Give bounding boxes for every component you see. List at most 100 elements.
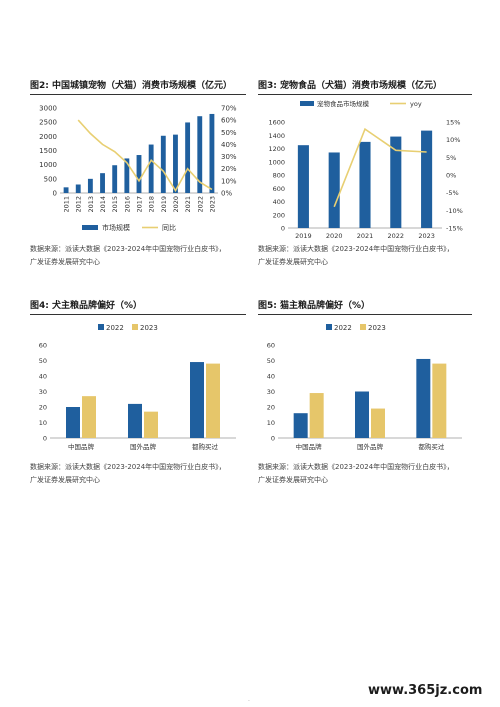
y2-tick-label: 0% [446, 172, 456, 180]
figure-3-panel: 图3: 宠物食品（犬猫）消费市场规模（亿元） 0 200 400 600 800 1000… [258, 78, 472, 268]
y-tick-label: 1200 [268, 145, 285, 153]
legend-bar-label: 市场规模 [102, 223, 130, 232]
y-tick-label: 20 [39, 404, 47, 412]
figure-5-source: 数据来源：派读大数据《2023-2024年中国宠物行业白皮书》， 广发证券发展研… [258, 461, 454, 487]
y2-tick-label: 50% [221, 129, 237, 137]
y-tick-label: 400 [273, 198, 285, 206]
page-dot: · [248, 698, 250, 705]
figure-5-title: 图5: 猫主粮品牌偏好（%） [258, 301, 371, 311]
y-tick-label: 30 [267, 388, 275, 396]
bar-food-market-size [328, 152, 340, 228]
bar-market-size [87, 178, 93, 193]
figure-3-chart: 0 200 400 600 800 1000 1200 1400 1600 -15% -10% -5%… [268, 99, 463, 240]
y2-tick-label: -15% [446, 225, 463, 233]
y-tick-label: 200 [273, 211, 285, 219]
y2-tick-label: 40% [221, 141, 237, 149]
y-tick-label: 2000 [39, 133, 57, 141]
line-yoy [333, 127, 427, 208]
figure-2-title: 图2: 中国城镇宠物（犬猫）消费市场规模（亿元） [30, 81, 232, 91]
legend-swatch-2022 [326, 324, 332, 330]
bar-food-market-size [421, 130, 433, 228]
legend-label-2023: 2023 [368, 324, 386, 332]
figure-3-title: 图3: 宠物食品（犬猫）消费市场规模（亿元） [258, 81, 442, 91]
bar-2023 [309, 393, 324, 438]
bar-2022 [293, 413, 308, 438]
y-tick-label: 0 [53, 190, 57, 198]
y2-tick-label: 20% [221, 165, 237, 173]
y-tick-label: 20 [267, 404, 275, 412]
line-yoy-growth [77, 119, 213, 193]
y-tick-label: 0 [43, 435, 47, 443]
site-watermark: www.365jz.com [368, 683, 483, 698]
x-tick-label: 2021 [357, 232, 374, 240]
x-tick-label: 2015 [111, 196, 119, 213]
x-tick-label: 2014 [99, 196, 107, 213]
y2-tick-label: 70% [221, 105, 237, 113]
y2-tick-label: 0% [221, 190, 232, 198]
legend-line-label: 同比 [162, 223, 176, 232]
bar-market-size [136, 155, 142, 193]
figure-4-title: 图4: 犬主粮品牌偏好（%） [30, 301, 143, 311]
y-tick-label: 10 [267, 419, 275, 427]
x-tick-label: 2022 [196, 196, 204, 213]
figure-2-chart: 0 500 1000 1500 2000 2500 3000 0% 10% 20% 30% 40% 50… [39, 105, 237, 233]
bar-market-size [185, 122, 191, 193]
bar-food-market-size [297, 145, 309, 228]
legend-label-2023: 2023 [140, 324, 158, 332]
legend-swatch-2022 [98, 324, 104, 330]
figure-5-chart: 0 10 20 30 40 50 60 中国品牌 国外品牌 都购买过 2022 2023 [267, 324, 462, 451]
y-tick-label: 600 [273, 185, 285, 193]
x-tick-label: 2013 [87, 196, 95, 213]
y2-tick-label: 60% [221, 117, 237, 125]
figure-4-panel: 图4: 犬主粮品牌偏好（%） 0 10 20 30 40 50 60 中国品牌 国外品牌 都购买过… [30, 298, 246, 458]
figure-4-source-line2: 广发证券发展研究中心 [30, 476, 100, 484]
y-tick-label: 0 [281, 225, 285, 233]
figure-5-rule [258, 314, 472, 315]
y-tick-label: 2500 [39, 119, 57, 127]
bar-2023 [206, 363, 220, 438]
figure-2-source-line2: 广发证券发展研究中心 [30, 258, 100, 266]
y-tick-label: 800 [273, 172, 285, 180]
figure-5-source-line2: 广发证券发展研究中心 [258, 476, 328, 484]
y-tick-label: 50 [39, 357, 47, 365]
bar-market-size [209, 113, 215, 193]
x-tick-label: 都购买过 [418, 442, 445, 451]
figure-2-panel: 图2: 中国城镇宠物（犬猫）消费市场规模（亿元） 0 500 1000 1500 200… [30, 78, 246, 268]
bar-2022 [128, 403, 142, 438]
bar-food-market-size [359, 141, 371, 228]
legend-bar-label: 宠物食品市场规模 [317, 99, 370, 108]
x-tick-label: 国外品牌 [357, 442, 384, 451]
bar-market-size [63, 187, 69, 193]
bar-market-size [160, 135, 166, 193]
legend-bar-swatch [300, 101, 314, 106]
x-tick-label: 国外品牌 [130, 442, 157, 451]
legend-swatch-2023 [132, 324, 138, 330]
x-tick-label: 中国品牌 [68, 442, 95, 451]
figure-3-source-line2: 广发证券发展研究中心 [258, 258, 328, 266]
x-tick-label: 2020 [172, 196, 180, 213]
bar-market-size [75, 184, 81, 193]
bar-2023 [432, 363, 447, 438]
y-tick-label: 500 [44, 175, 57, 183]
x-tick-label: 2017 [136, 196, 144, 213]
figure-4-source-line1: 数据来源：派读大数据《2023-2024年中国宠物行业白皮书》， [30, 463, 226, 471]
bar-2022 [416, 358, 431, 438]
legend-label-2022: 2022 [106, 324, 124, 332]
x-tick-label: 2023 [208, 196, 216, 213]
y-tick-label: 40 [267, 373, 275, 381]
y2-tick-label: -10% [446, 207, 463, 215]
figure-4-rule [30, 314, 246, 315]
x-tick-label: 2018 [148, 196, 156, 213]
y-tick-label: 1500 [39, 147, 57, 155]
legend-label-2022: 2022 [334, 324, 352, 332]
bar-market-size [112, 165, 118, 193]
x-tick-label: 2019 [295, 232, 312, 240]
y-tick-label: 30 [39, 388, 47, 396]
figure-3-rule [258, 94, 472, 95]
bar-2023 [82, 396, 96, 438]
legend-bar-swatch [82, 225, 98, 230]
bar-2023 [144, 411, 158, 438]
bar-2022 [66, 407, 80, 438]
figure-4-chart: 0 10 20 30 40 50 60 中国品牌 国外品牌 都购买过 2022 2023 [39, 324, 236, 451]
figure-2-source-line1: 数据来源：派读大数据《2023-2024年中国宠物行业白皮书》， [30, 245, 226, 253]
